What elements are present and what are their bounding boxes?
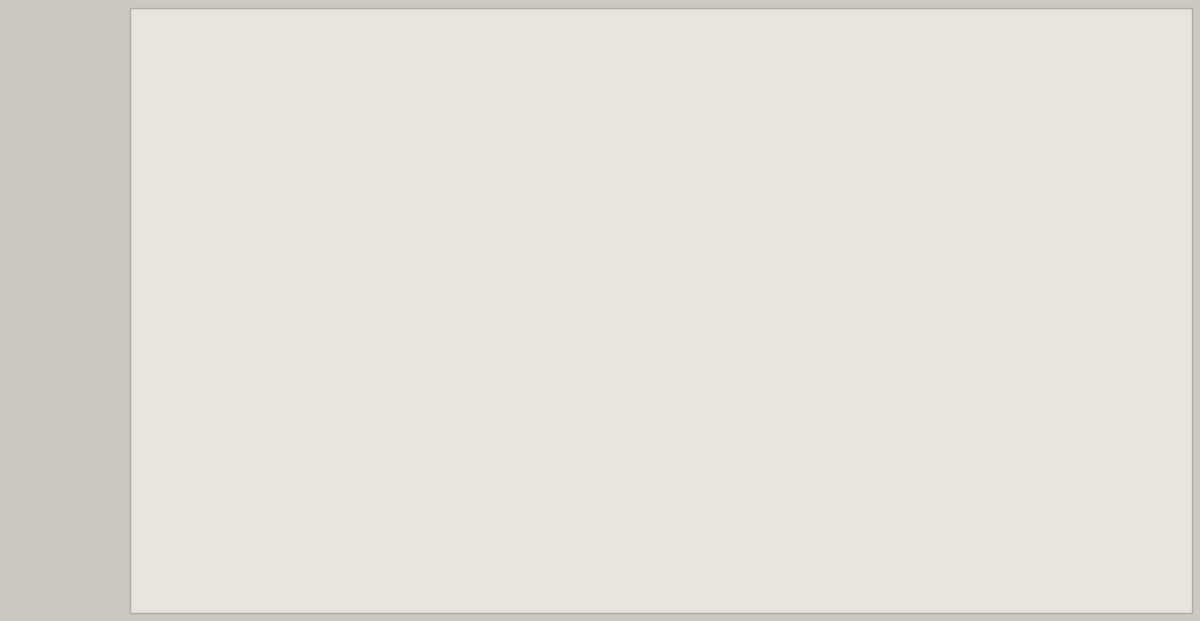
Text: •: • [150, 100, 162, 120]
Text: ↗: ↗ [920, 558, 944, 583]
Text: The probability that all five have type  B+ blood is: The probability that all five have type … [275, 157, 767, 176]
Text: (Round to three decimal places as needed): (Round to three decimal places as needed… [145, 375, 565, 394]
Text: •: • [150, 257, 162, 277]
Text: Find the probability that all five have type B+ blood: Find the probability that all five have … [175, 100, 682, 119]
Text: •: • [150, 420, 162, 440]
Text: The probability that a person in the United States has type B+ blood is  13%.  F: The probability that a person in the Uni… [145, 18, 1051, 37]
Bar [838, 318, 1006, 356]
Bar [145, 510, 300, 548]
Text: Find the probability that at least one of the five has type B+ blood.: Find the probability that at least one o… [175, 420, 829, 439]
Bar [770, 153, 935, 191]
Text: people in the United States are selected at random. Complete parts (a) through (: people in the United States are selected… [145, 50, 959, 69]
Text: (Round to three decimal places as needed): (Round to three decimal places as needed… [308, 515, 728, 534]
Text: (Round to: (Round to [940, 157, 1034, 176]
Text: Find the probability that none of  the five have type B+ blood: Find the probability that none of the fi… [175, 257, 776, 276]
Text: six decimal places as needed.: six decimal places as needed. [145, 210, 438, 229]
Text: The probability that none of the five have type  B+ blood is: The probability that none of the five ha… [275, 322, 857, 341]
Text: The probability that at least one of the five has type B+ blood is: The probability that at least one of the… [275, 468, 904, 487]
